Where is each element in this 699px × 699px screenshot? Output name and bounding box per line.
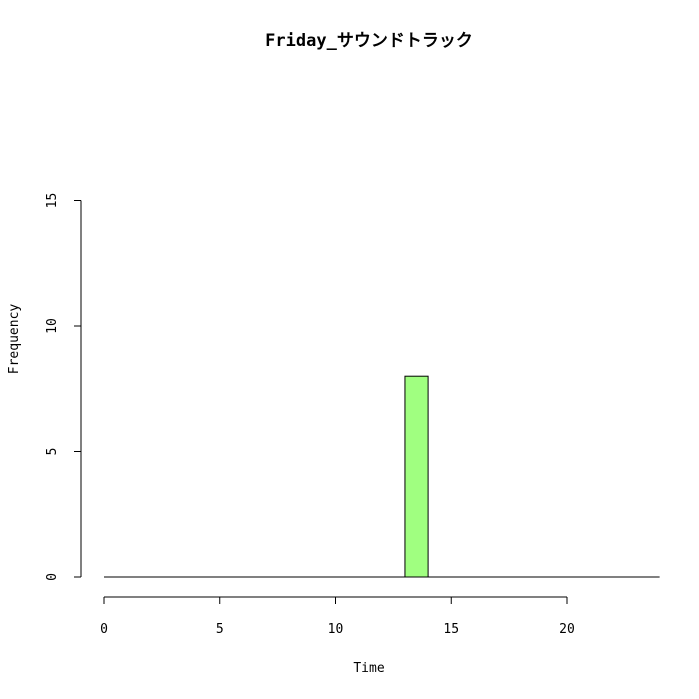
x-axis: 0 5 10 15 20 <box>100 596 575 637</box>
chart-title: Friday_サウンドトラック <box>265 31 473 51</box>
x-tick-label: 15 <box>443 622 459 637</box>
x-tick-label: 5 <box>216 622 224 637</box>
x-tick-label: 20 <box>559 622 575 637</box>
y-tick-label: 0 <box>45 573 60 581</box>
x-tick-label: 0 <box>100 622 108 637</box>
plot-area <box>104 375 660 578</box>
y-tick-label: 5 <box>45 448 60 456</box>
x-axis-label: Time <box>353 661 384 676</box>
y-axis: 0 5 10 15 <box>45 193 82 581</box>
histogram-bar <box>404 375 429 578</box>
x-tick-label: 10 <box>328 622 344 637</box>
y-tick-label: 15 <box>45 193 60 209</box>
y-tick-label: 10 <box>45 318 60 334</box>
y-axis-label: Frequency <box>7 304 22 375</box>
